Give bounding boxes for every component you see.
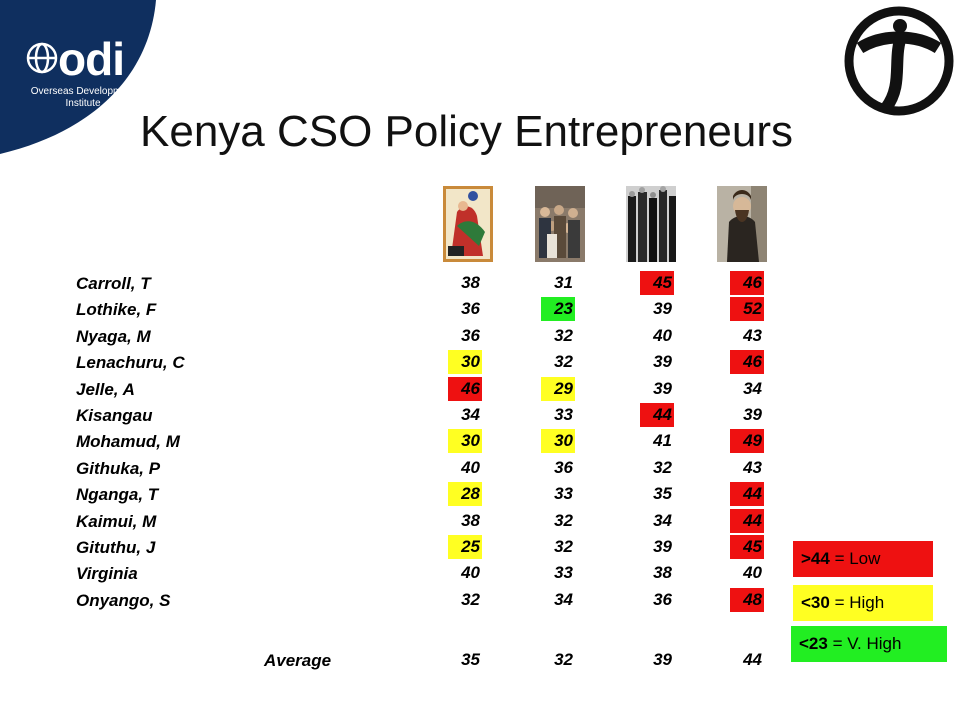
score-cell: 39 [653, 352, 672, 372]
globe-icon [26, 42, 58, 74]
row-name: Jelle, A [76, 379, 135, 399]
score-cell: 36 [461, 299, 480, 319]
score-cell: 45 [640, 271, 674, 295]
score-cell: 46 [730, 271, 764, 295]
score-cell: 36 [554, 457, 573, 477]
score-cell: 35 [653, 484, 672, 504]
row-name: Carroll, T [76, 274, 151, 293]
score-cell: 39 [653, 537, 672, 556]
score-cell: 32 [653, 457, 672, 477]
row-name: Onyango, S [76, 590, 171, 610]
row-name: Virginia [76, 564, 138, 584]
score-cell: 41 [653, 431, 672, 451]
odi-wordmark: odi [58, 33, 125, 85]
score-cell: 39 [653, 299, 672, 319]
score-cell: 28 [448, 482, 482, 507]
score-cell: 32 [554, 352, 573, 372]
score-cell: 29 [541, 376, 575, 401]
score-cell: 30 [448, 429, 482, 454]
score-cell: 44 [730, 482, 764, 507]
average-value: 32 [554, 650, 573, 669]
score-cell: 49 [730, 429, 764, 454]
score-cell: 43 [743, 457, 762, 477]
score-cell: 40 [743, 563, 762, 583]
score-cell: 33 [554, 484, 573, 504]
page-title: Kenya CSO Policy Entrepreneurs [140, 107, 793, 156]
legend-key: <30 [801, 593, 830, 612]
score-cell: 30 [448, 350, 482, 375]
legend-label: = Low [829, 549, 881, 568]
score-cell: 30 [541, 429, 575, 454]
score-cell: 32 [554, 325, 573, 345]
score-cell: 38 [653, 563, 672, 583]
score-cell: 34 [653, 510, 672, 530]
score-cell: 40 [653, 325, 672, 345]
row-name: Gituthu, J [76, 538, 156, 557]
score-cell: 43 [743, 325, 762, 345]
row-name: Nyaga, M [76, 326, 151, 346]
score-cell: 31 [554, 273, 573, 292]
score-cell: 39 [653, 378, 672, 398]
legend-key: >44 [801, 549, 830, 568]
legend-label: = V. High [827, 634, 902, 653]
score-cell: 45 [730, 535, 764, 559]
historic-group-photo-icon [626, 186, 676, 262]
score-cell: 34 [461, 405, 480, 424]
score-cell: 39 [743, 405, 762, 424]
legend-high: <30 = High [793, 585, 933, 621]
score-cell: 40 [461, 457, 480, 477]
score-cell: 34 [554, 589, 573, 609]
score-cell: 36 [653, 589, 672, 609]
row-name: Lothike, F [76, 300, 157, 320]
score-cell: 46 [448, 376, 482, 401]
score-cell: 46 [730, 350, 764, 375]
score-cell: 23 [541, 297, 575, 322]
crowd-photo-icon [535, 186, 585, 262]
row-name: Nganga, T [76, 485, 159, 505]
score-cell: 33 [554, 563, 573, 583]
average-value: 35 [461, 650, 480, 669]
legend-low: >44 = Low [793, 541, 933, 577]
score-cell: 25 [448, 535, 482, 559]
row-name: Githuka, P [76, 458, 161, 478]
row-name: Mohamud, M [76, 432, 180, 452]
legend-label: = High [829, 593, 885, 612]
odi-subtitle: Overseas Development Institute [30, 86, 136, 109]
score-cell: 38 [461, 273, 480, 292]
score-cell: 44 [640, 403, 674, 427]
legend-key: <23 [799, 634, 828, 653]
score-cell: 44 [730, 508, 764, 533]
row-name: Lenachuru, C [76, 353, 185, 373]
illustrated-figures-painting-icon [443, 186, 493, 262]
score-cell: 48 [730, 587, 764, 612]
partner-logo-icon [844, 6, 954, 116]
odi-logo-shape [0, 0, 156, 154]
score-cell: 32 [554, 537, 573, 556]
score-cell: 40 [461, 563, 480, 583]
score-cell: 32 [554, 510, 573, 530]
row-name: Kisangau [76, 406, 153, 425]
score-cell: 38 [461, 510, 480, 530]
score-cell: 32 [461, 589, 480, 609]
score-cell: 52 [730, 297, 764, 322]
average-label: Average [264, 651, 332, 670]
legend-very-high: <23 = V. High [791, 626, 947, 662]
score-cell: 36 [461, 325, 480, 345]
score-cell: 33 [554, 405, 573, 424]
average-value: 44 [743, 650, 762, 669]
score-cell: 34 [743, 378, 762, 398]
row-name: Kaimui, M [76, 511, 157, 531]
bearded-man-portrait-icon [717, 186, 767, 262]
odi-logo: odi Overseas Development Institute [0, 0, 160, 160]
average-value: 39 [653, 650, 672, 669]
